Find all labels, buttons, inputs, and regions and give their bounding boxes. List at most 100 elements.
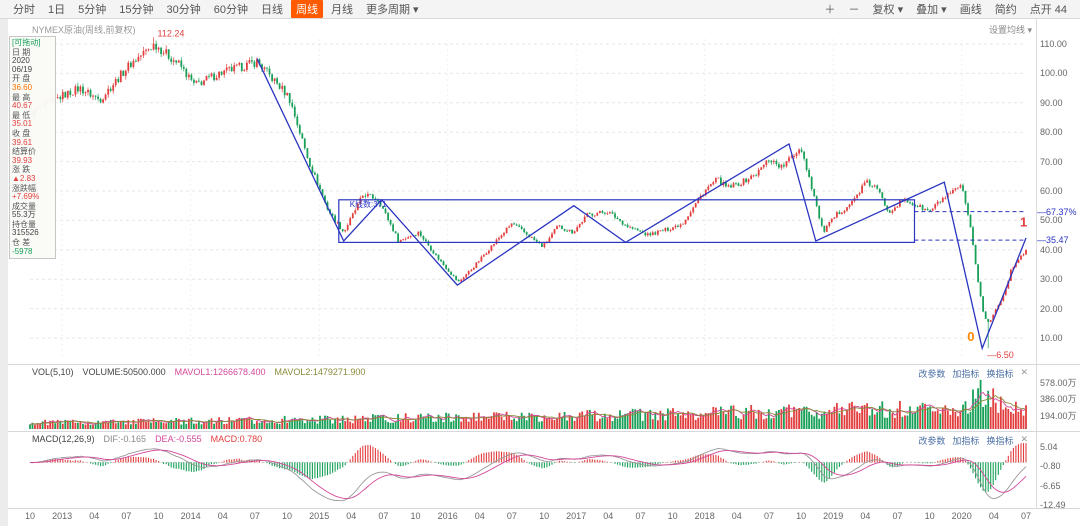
macd-axis-label: -0.80	[1040, 461, 1061, 472]
drawing-level-label: —67.37%	[1037, 206, 1077, 217]
chart-tool-6[interactable]: 点开 44	[1029, 4, 1067, 16]
macd-axis-label: -6.65	[1040, 480, 1061, 491]
info-row-0: 日 期 2020 06/19	[12, 47, 33, 74]
volume-axis-label: 386.00万	[1040, 394, 1077, 405]
time-axis-label: 04	[474, 511, 485, 521]
svg-text:K线数:371: K线数:371	[350, 199, 387, 209]
close-macd-pane-icon[interactable]: ✕	[1020, 434, 1028, 444]
macd-axis-label: -12.49	[1040, 500, 1066, 511]
period-tab-3[interactable]: 15分钟	[119, 4, 154, 16]
price-axis-label: 110.00	[1040, 39, 1067, 49]
volume-tool-2[interactable]: 换指标	[986, 369, 1014, 379]
price-axis-label: 60.00	[1040, 186, 1063, 196]
macd-tool-0[interactable]: 改参数	[918, 436, 946, 446]
time-axis-label: 04	[217, 511, 228, 521]
chart-tool-2[interactable]: 复权 ▾	[872, 4, 904, 16]
time-axis-label: 04	[603, 511, 614, 521]
info-row-4: 收 盘 39.61	[12, 128, 33, 147]
time-axis-label: 07	[892, 511, 903, 521]
svg-text:1: 1	[1020, 214, 1027, 229]
time-axis-label: 10	[796, 511, 807, 521]
price-axis-label: 80.00	[1040, 127, 1063, 138]
info-row-3: 最 低 35.01	[12, 110, 33, 129]
svg-text:0: 0	[967, 329, 974, 344]
volume-axis-label: 578.00万	[1040, 377, 1077, 388]
period-tab-6[interactable]: 日线	[261, 4, 283, 16]
macd-pane-tools: 改参数 加指标 换指标 ✕	[918, 434, 1028, 447]
info-row-9: 持仓量 315526	[12, 219, 39, 238]
period-tab-1[interactable]: 1日	[48, 4, 66, 16]
pane-separator	[8, 431, 1080, 432]
time-axis-label: 10	[667, 511, 678, 521]
macd-axis-label: 5.04	[1040, 441, 1058, 452]
macd-indicator-header: MACD(12,26,9) DIF:-0.165 DEA:-0.555 MACD:0.…	[32, 434, 262, 444]
ohlc-info-panel[interactable]: [可拖动] 日 期 2020 06/19 开 盘 36.60 最 高 40.67 最 低 35.…	[9, 36, 56, 260]
ma-setting-dropdown[interactable]: 设置均线 ▾	[988, 25, 1032, 35]
chart-title: NYMEX原油(周线,前复权)	[32, 25, 136, 35]
indicator-value: MAVOL1:1266678.400	[174, 367, 266, 377]
volume-tool-0[interactable]: 改参数	[918, 369, 946, 379]
left-edge-strip	[0, 19, 8, 526]
info-row-10: 仓 差 -5978	[12, 238, 33, 256]
svg-text:112.24: 112.24	[158, 29, 185, 39]
close-volume-pane-icon[interactable]: ✕	[1020, 367, 1028, 377]
time-axis-label: 07	[635, 511, 646, 521]
pane-separator	[8, 508, 1080, 509]
period-tab-7[interactable]: 周线	[291, 0, 323, 18]
candlestick-chart[interactable]: 112.24 K线数:371 —6.50 0 1	[8, 19, 1036, 365]
volume-axis-label: 194.00万	[1040, 410, 1077, 421]
period-tabs: 分时 1日 5分钟 15分钟 30分钟 60分钟 日线 周线 月线 更多周期 ▾	[8, 0, 424, 18]
price-axis-label: 100.00	[1040, 68, 1068, 79]
time-axis-label: 10	[153, 511, 164, 521]
price-axis-label: 40.00	[1040, 244, 1063, 255]
info-row-8: 成交量 55.3万	[12, 201, 36, 220]
volume-chart[interactable]	[8, 365, 1036, 432]
period-tab-0[interactable]: 分时	[13, 4, 35, 16]
macd-chart[interactable]	[8, 432, 1036, 508]
info-row-7: 涨跌幅 +7.69%	[12, 183, 40, 202]
indicator-value: DIF:-0.165	[103, 434, 147, 444]
chart-tool-0[interactable]: ＋	[824, 4, 836, 16]
period-tab-4[interactable]: 30分钟	[166, 4, 201, 16]
volume-tool-1[interactable]: 加指标	[952, 369, 980, 379]
time-axis-label: 04	[731, 511, 742, 521]
info-row-2: 最 高 40.67	[12, 92, 33, 111]
period-toolbar: 分时 1日 5分钟 15分钟 30分钟 60分钟 日线 周线 月线 更多周期 ▾ ＋ － 复权 ▾ 叠加…	[0, 0, 1080, 19]
time-axis-label: 2018	[694, 511, 715, 521]
macd-tool-1[interactable]: 加指标	[952, 436, 980, 446]
period-tab-8[interactable]: 月线	[331, 4, 353, 16]
time-axis-label: 2017	[566, 511, 587, 521]
indicator-value: VOL(5,10)	[32, 367, 74, 377]
price-axis-label: 30.00	[1040, 274, 1063, 285]
chart-tool-1[interactable]: －	[848, 4, 860, 16]
chart-tool-5[interactable]: 简约	[994, 4, 1017, 16]
drawing-level-label: —35.47	[1037, 235, 1069, 246]
price-axis-label: 50.00	[1040, 215, 1063, 226]
time-axis-label: 07	[506, 511, 517, 521]
time-axis-label: 07	[378, 511, 389, 521]
chart-tool-4[interactable]: 画线	[959, 4, 982, 16]
time-axis-label: 2015	[309, 511, 330, 521]
time-axis-label: 2013	[52, 511, 73, 521]
chart-tool-buttons: ＋ － 复权 ▾ 叠加 ▾ 画线 简约 点开 44	[820, 0, 1072, 18]
period-tab-9[interactable]: 更多周期 ▾	[366, 4, 419, 16]
volume-pane-tools: 改参数 加指标 换指标 ✕	[918, 367, 1028, 380]
volume-indicator-header: VOL(5,10) VOLUME:50500.000 MAVOL1:1266678.…	[32, 367, 365, 377]
time-axis-label: 10	[410, 511, 421, 521]
time-axis-label: 04	[860, 511, 871, 521]
price-axis-label: 10.00	[1040, 333, 1063, 343]
time-axis: 10 2013 04 07 10 2014 04 07 10 2015 04 07 10 2016 04 07…	[8, 509, 1080, 526]
time-axis-label: 04	[346, 511, 357, 521]
period-tab-2[interactable]: 5分钟	[78, 4, 107, 16]
chart-tool-3[interactable]: 叠加 ▾	[916, 4, 947, 16]
time-axis-label: 10	[24, 511, 36, 521]
time-axis-label: 2019	[823, 511, 844, 521]
price-axis-label: 20.00	[1040, 303, 1063, 314]
period-tab-5[interactable]: 60分钟	[213, 4, 248, 16]
time-axis-label: 10	[924, 511, 935, 521]
time-axis-label: 07	[763, 511, 775, 521]
indicator-value: MACD(12,26,9)	[32, 434, 95, 444]
macd-tool-2[interactable]: 换指标	[986, 436, 1014, 446]
